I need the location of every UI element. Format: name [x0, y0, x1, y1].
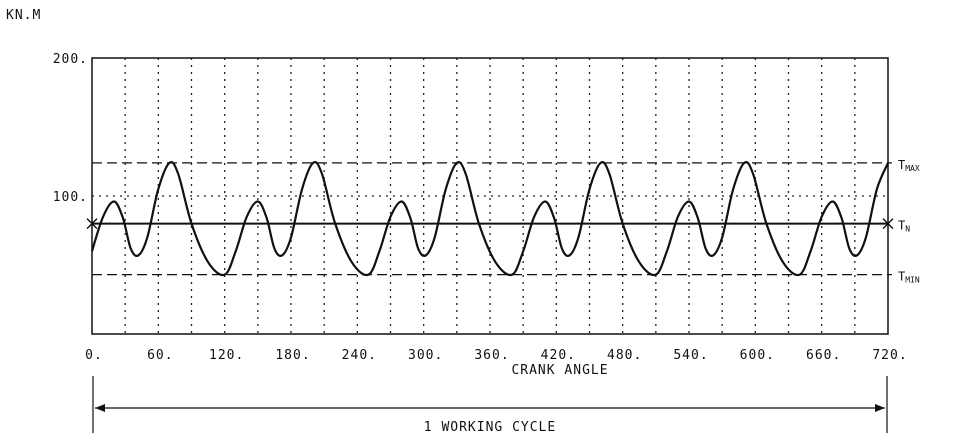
x-tick-label: 0. [85, 348, 103, 363]
x-tick-label: 420. [541, 348, 576, 363]
cross-marker [882, 218, 894, 230]
x-axis-label: CRANK ANGLE [511, 363, 608, 378]
cross-marker [86, 218, 98, 230]
working-cycle-span: 1 WORKING CYCLE [92, 376, 888, 435]
y-tick-label: 100. [53, 190, 88, 205]
reference-line-t-max: TMAX [92, 158, 920, 173]
x-tick-label: 180. [275, 348, 310, 363]
cycle-arrow-right [875, 404, 885, 412]
x-tick-label: 600. [740, 348, 775, 363]
reference-line-label: TN [898, 219, 910, 234]
x-tick-label: 240. [342, 348, 377, 363]
x-tick-label: 120. [209, 348, 244, 363]
reference-line-label: TMAX [898, 158, 920, 173]
x-tick-label: 360. [474, 348, 509, 363]
torque-curve [90, 161, 890, 277]
x-tick-label: 720. [872, 348, 907, 363]
y-tick-label: 200. [53, 52, 88, 67]
x-tick-label: 660. [806, 348, 841, 363]
working-cycle-label: 1 WORKING CYCLE [424, 420, 556, 435]
grid [92, 58, 888, 334]
reference-line-t-n: TN [86, 218, 910, 234]
y-tick-labels: 200. 100. [53, 52, 88, 205]
x-tick-label: 540. [673, 348, 708, 363]
y-unit-label: KN.M [6, 8, 41, 23]
cycle-arrow-left [95, 404, 105, 412]
reference-lines: TMAX TN TMIN [86, 158, 920, 285]
reference-line-label: TMIN [898, 270, 920, 285]
x-tick-label: 60. [147, 348, 173, 363]
x-tick-label: 300. [408, 348, 443, 363]
x-tick-label: 480. [607, 348, 642, 363]
plot-frame [91, 57, 889, 335]
x-tick-labels: 0. 60. 120. 180. 240. 300. 360. 420. 480. 540. 600… [85, 348, 907, 363]
